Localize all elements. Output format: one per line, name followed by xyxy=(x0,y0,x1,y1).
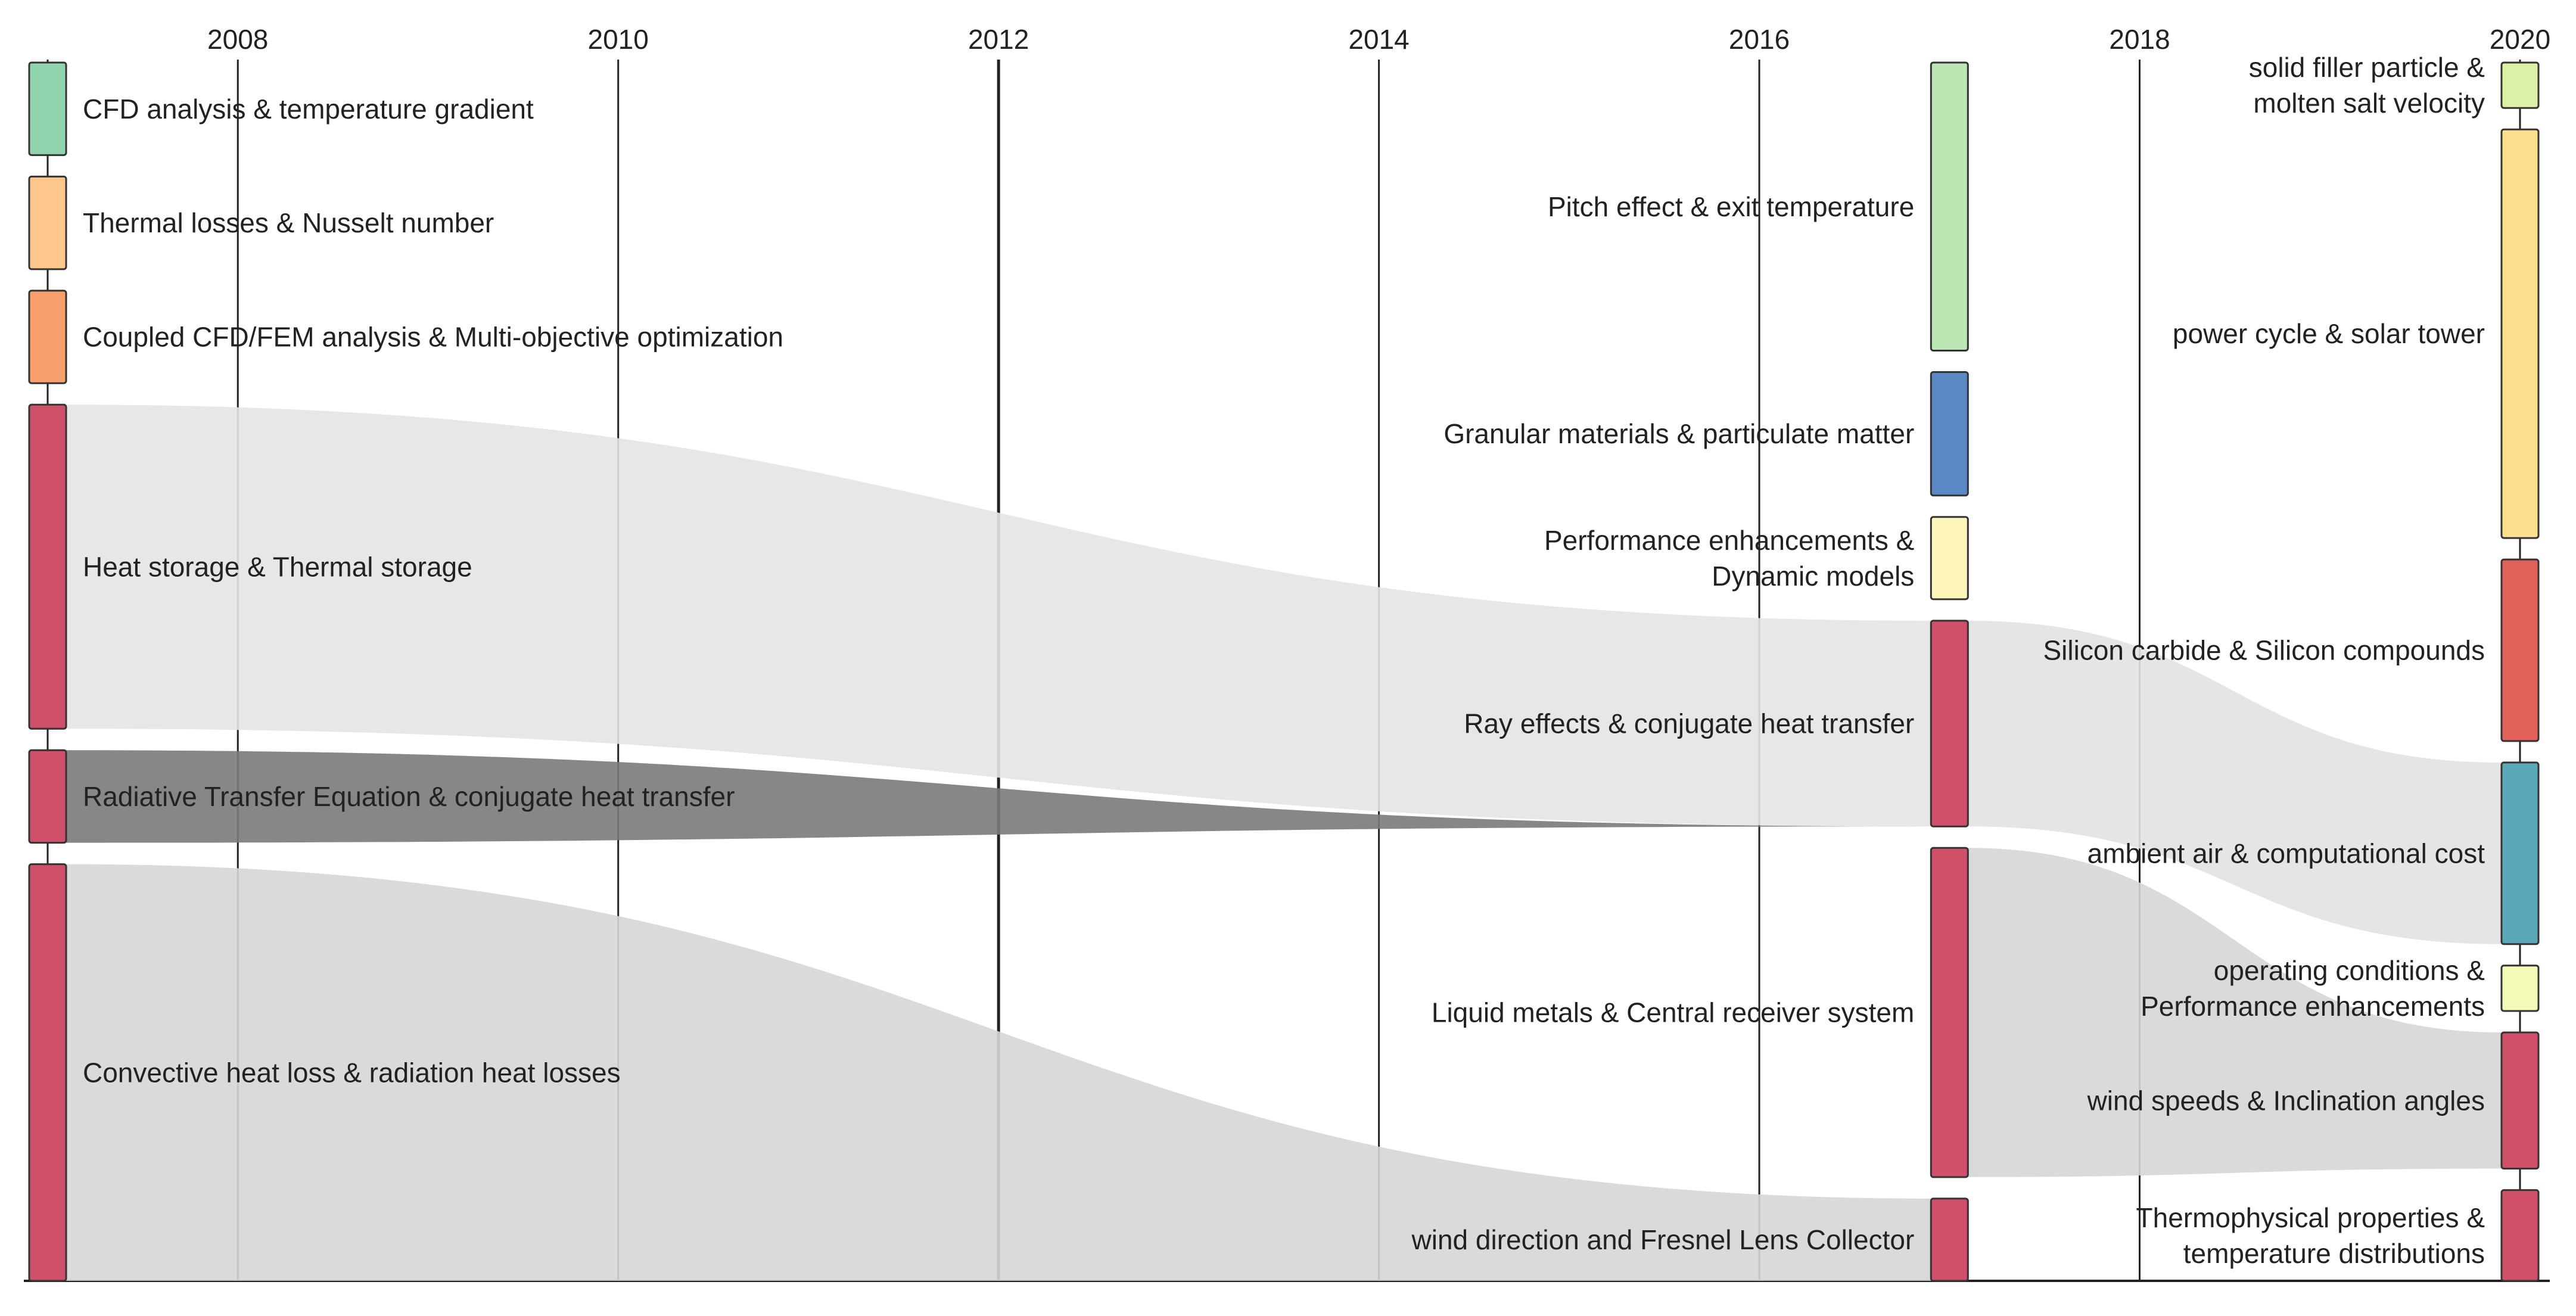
node-layer xyxy=(28,61,2540,1282)
node-label: wind speeds & Inclination angles xyxy=(2087,1085,2485,1116)
node-granular-materials-particulate-matter xyxy=(1930,371,1969,497)
node-heat-storage-thermal-storage xyxy=(28,403,67,730)
year-tick-label: 2012 xyxy=(968,24,1029,55)
node-label: Performance enhancements & Dynamic models xyxy=(1544,525,1914,592)
node-performance-enhancements-dynamic-models xyxy=(1930,516,1969,601)
node-pitch-effect-exit-temperature xyxy=(1930,61,1969,352)
node-coupled-cfd-fem-analysis-multi-objective-optimization xyxy=(28,290,67,384)
node-label: Liquid metals & Central receiver system xyxy=(1432,997,1914,1028)
flow-b4-to-c4 xyxy=(1968,620,2502,944)
node-label: Silicon carbide & Silicon compounds xyxy=(2043,635,2485,666)
flow-a5-to-b4 xyxy=(66,750,1931,843)
node-operating-conditions-performance-enhancements xyxy=(2500,965,2540,1012)
node-label: CFD analysis & temperature gradient xyxy=(83,94,534,125)
node-solid-filler-particle-molten-salt-velocity xyxy=(2500,61,2540,109)
flow-layer xyxy=(66,405,2502,1281)
flow-a4-to-b4 xyxy=(66,405,1931,827)
year-tick-label: 2018 xyxy=(2109,24,2170,55)
year-tick-label: 2010 xyxy=(588,24,649,55)
node-label-layer: CFD analysis & temperature gradient Therm… xyxy=(83,52,2485,1269)
year-tick-label: 2016 xyxy=(1729,24,1790,55)
year-tick-label: 2020 xyxy=(2490,24,2550,55)
node-radiative-transfer-equation-conjugate-heat-transfer xyxy=(28,749,67,844)
node-thermal-losses-nusselt-number xyxy=(28,175,67,270)
node-label: Convective heat loss & radiation heat lo… xyxy=(83,1057,621,1088)
year-tick-label: 2008 xyxy=(207,24,268,55)
node-label: Thermal losses & Nusselt number xyxy=(83,207,494,238)
node-power-cycle-solar-tower xyxy=(2500,128,2540,539)
node-convective-heat-loss-radiation-heat-losses xyxy=(28,863,67,1282)
node-ambient-air-computational-cost xyxy=(2500,761,2540,945)
node-wind-speeds-inclination-angles xyxy=(2500,1031,2540,1170)
node-label: operating conditions & Performance enhanc… xyxy=(2141,955,2485,1022)
node-label: Radiative Transfer Equation & conjugate … xyxy=(83,781,735,812)
node-label: Pitch effect & exit temperature xyxy=(1548,191,1914,222)
node-ray-effects-conjugate-heat-transfer xyxy=(1930,620,1969,827)
node-cfd-analysis-temperature-gradient xyxy=(28,61,67,156)
year-tick-label: 2014 xyxy=(1348,24,1409,55)
node-label: power cycle & solar tower xyxy=(2173,318,2485,349)
node-thermophysical-properties-temperature-distributions xyxy=(2500,1189,2540,1282)
node-label: Heat storage & Thermal storage xyxy=(83,551,472,582)
node-liquid-metals-central-receiver-system xyxy=(1930,847,1969,1178)
node-label: Coupled CFD/FEM analysis & Multi-objecti… xyxy=(83,322,783,353)
node-label: solid filler particle & molten salt veloc… xyxy=(2249,52,2485,119)
node-label: wind direction and Fresnel Lens Collecto… xyxy=(1411,1224,1915,1255)
node-label: Granular materials & particulate matter xyxy=(1443,418,1914,449)
node-silicon-carbide-silicon-compounds xyxy=(2500,558,2540,742)
node-wind-direction-and-fresnel-lens-collector xyxy=(1930,1197,1969,1282)
node-label: ambient air & computational cost xyxy=(2087,838,2485,869)
node-label: Thermophysical properties & temperature d… xyxy=(2136,1202,2485,1269)
flow-b5-to-c6 xyxy=(1968,848,2502,1177)
flow-a6-to-b6 xyxy=(66,864,1931,1281)
node-label: Ray effects & conjugate heat transfer xyxy=(1464,708,1914,739)
